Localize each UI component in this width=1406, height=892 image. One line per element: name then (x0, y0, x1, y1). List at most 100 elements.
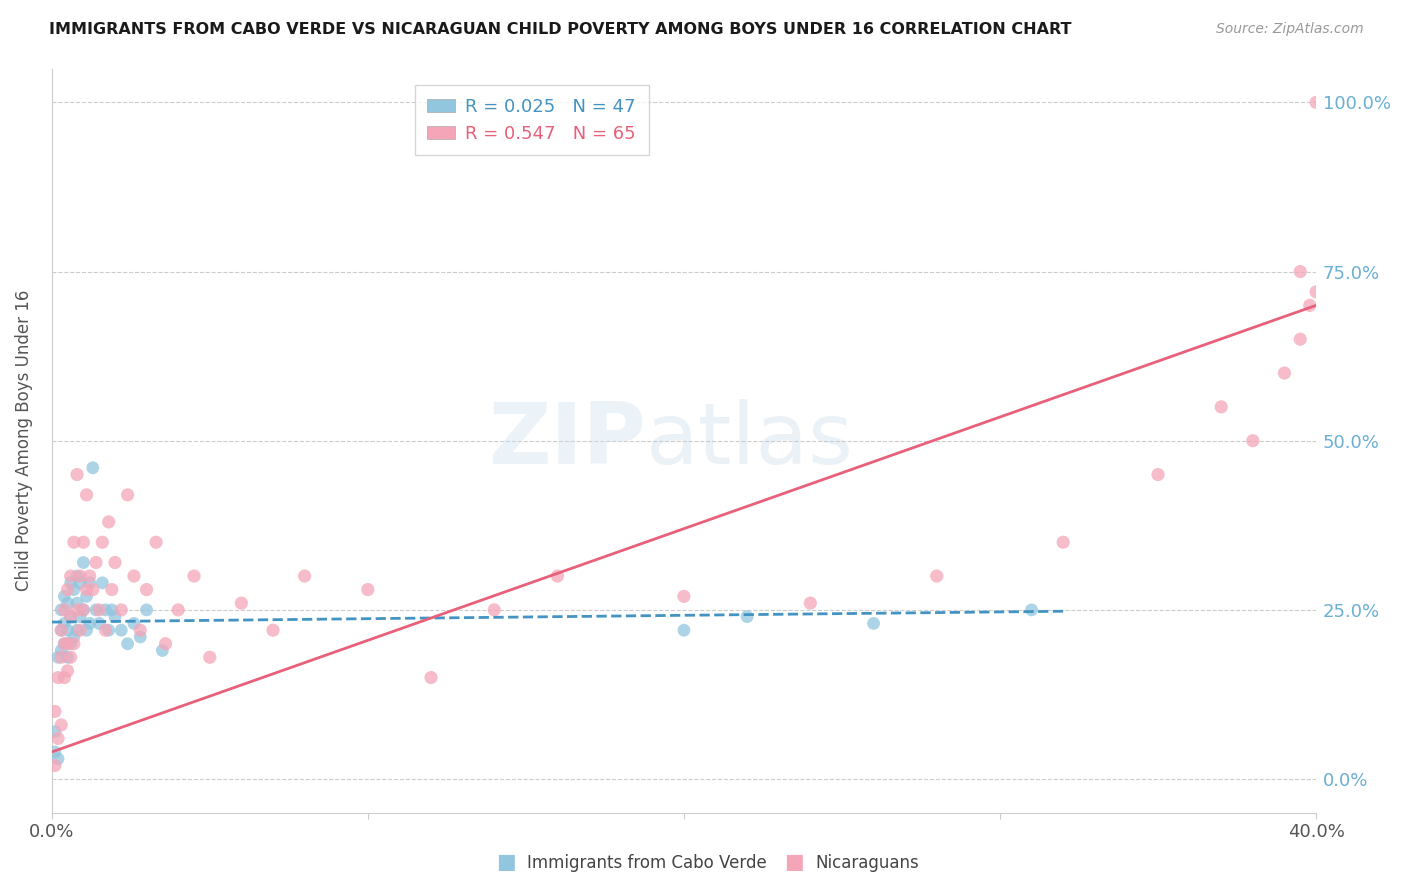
Point (91, 535, 114, 549)
Point (46, 731, 69, 746)
Point (129, 623, 152, 637)
Point (63, 535, 86, 549)
Point (59, 609, 82, 624)
Point (420, 671, 443, 685)
Point (101, 603, 124, 617)
Point (53, 637, 76, 651)
Point (76, 590, 98, 604)
Point (145, 535, 167, 549)
Point (44, 705, 66, 719)
Text: Immigrants from Cabo Verde: Immigrants from Cabo Verde (527, 855, 768, 872)
Point (63, 637, 86, 651)
Point (82, 460, 104, 475)
Point (44, 745, 66, 759)
Point (110, 603, 132, 617)
Point (925, 569, 948, 583)
Point (53, 603, 76, 617)
Point (1211, 400, 1233, 414)
Point (294, 569, 316, 583)
Y-axis label: Child Poverty Among Boys Under 16: Child Poverty Among Boys Under 16 (15, 290, 32, 591)
Point (69, 569, 91, 583)
Point (91, 575, 114, 590)
Point (72, 603, 94, 617)
Point (76, 623, 98, 637)
Point (79, 616, 101, 631)
Point (1289, 332, 1312, 346)
Point (69, 609, 91, 624)
Point (59, 609, 82, 624)
Point (155, 637, 177, 651)
Point (59, 650, 82, 665)
Point (63, 582, 86, 597)
Point (1147, 467, 1170, 482)
Point (63, 630, 86, 644)
Point (56, 664, 79, 678)
Point (167, 603, 190, 617)
Legend: R = 0.025   N = 47, R = 0.547   N = 65: R = 0.025 N = 47, R = 0.547 N = 65 (415, 85, 648, 155)
Point (51, 603, 73, 617)
Point (150, 643, 173, 657)
Point (53, 671, 76, 685)
Point (1052, 535, 1074, 549)
Point (484, 603, 506, 617)
Point (198, 650, 221, 665)
Point (53, 616, 76, 631)
Point (104, 556, 127, 570)
Point (89, 616, 111, 631)
Point (672, 623, 695, 637)
Point (735, 609, 758, 624)
Text: ■: ■ (496, 853, 516, 872)
Point (53, 637, 76, 651)
Point (66, 596, 89, 610)
Point (101, 582, 124, 597)
Point (135, 603, 157, 617)
Point (59, 569, 82, 583)
Point (79, 569, 101, 583)
Point (117, 488, 139, 502)
Point (56, 582, 79, 597)
Point (1305, 95, 1327, 110)
Point (89, 603, 111, 617)
Point (546, 569, 568, 583)
Point (97, 623, 120, 637)
Point (94, 623, 117, 637)
Point (51, 718, 73, 732)
Point (66, 623, 89, 637)
Point (56, 596, 79, 610)
Point (84, 603, 107, 617)
Point (76, 488, 98, 502)
Point (66, 603, 89, 617)
Point (72, 603, 94, 617)
Text: ■: ■ (785, 853, 804, 872)
Text: Nicaraguans: Nicaraguans (815, 855, 920, 872)
Point (122, 569, 145, 583)
Point (56, 650, 79, 665)
Point (183, 569, 205, 583)
Text: atlas: atlas (645, 400, 853, 483)
Point (72, 535, 94, 549)
Point (46, 752, 69, 766)
Point (1299, 298, 1322, 312)
Point (44, 758, 66, 772)
Point (110, 623, 132, 637)
Point (76, 582, 98, 597)
Text: ZIP: ZIP (488, 400, 645, 483)
Point (56, 637, 79, 651)
Point (59, 637, 82, 651)
Point (1305, 285, 1327, 299)
Point (72, 556, 94, 570)
Point (1241, 434, 1264, 448)
Point (97, 515, 120, 529)
Point (66, 467, 89, 482)
Point (231, 596, 253, 610)
Point (66, 569, 89, 583)
Point (117, 637, 139, 651)
Point (51, 643, 73, 657)
Point (1274, 366, 1296, 380)
Point (53, 590, 76, 604)
Point (69, 575, 91, 590)
Point (51, 623, 73, 637)
Point (799, 596, 821, 610)
Point (84, 556, 107, 570)
Point (46, 650, 69, 665)
